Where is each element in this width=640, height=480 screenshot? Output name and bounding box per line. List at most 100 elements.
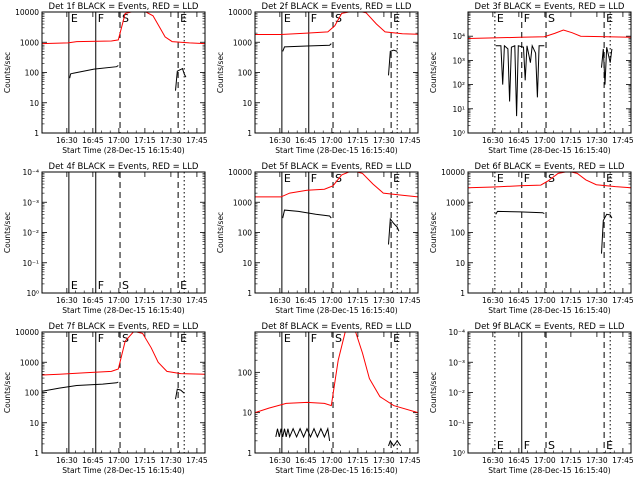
y-tick-label: 10 (242, 409, 252, 418)
events-series-line (282, 43, 332, 52)
y-tick-label: 100 (451, 229, 466, 238)
x-tick-label: 17:15 (134, 296, 156, 305)
event-marker-label: S (122, 279, 129, 292)
x-tick-label: 16:30 (482, 136, 504, 145)
plot-area (255, 172, 418, 245)
x-axis-label: Start Time (28-Dec-15 16:15:40) (275, 146, 397, 155)
event-marker-label: E (393, 332, 400, 345)
x-tick-label: 16:30 (269, 456, 291, 465)
event-marker-label: S (335, 332, 342, 345)
x-tick-label: 16:45 (508, 296, 530, 305)
event-marker-label: S (548, 12, 555, 25)
y-tick-label: 10⁻⁴ (448, 328, 465, 337)
x-axis-label: Start Time (28-Dec-15 16:15:40) (488, 466, 610, 475)
plot-frame (41, 171, 206, 294)
y-tick-label: 1 (34, 129, 39, 138)
event-marker-label: E (71, 279, 78, 292)
x-tick-label: 16:45 (82, 456, 104, 465)
y-tick-label: 1000 (20, 358, 39, 367)
panel-6: Det 6f BLACK = Events, RED = LLD 1 10 100 10… (429, 162, 634, 315)
y-tick-label: 100 (25, 389, 40, 398)
y-tick-label: 10⁻³ (448, 358, 465, 367)
plot-frame (467, 11, 632, 134)
event-marker-label: E (180, 332, 187, 345)
x-axis-label: Start Time (28-Dec-15 16:15:40) (62, 306, 184, 315)
y-tick-label: 10¹ (452, 105, 465, 114)
events-series-line (388, 49, 398, 76)
x-tick-label: 17:45 (399, 296, 421, 305)
events-series-line (175, 388, 185, 400)
event-marker-label: F (524, 172, 530, 185)
y-tick-label: 10³ (452, 56, 465, 65)
event-marker-label: S (548, 439, 555, 452)
y-tick-label: 10 (242, 259, 252, 268)
x-tick-label: 17:15 (560, 296, 582, 305)
y-tick-label: 100 (238, 69, 253, 78)
event-marker-label: F (311, 172, 317, 185)
panel-title: Det 2f BLACK = Events, RED = LLD (262, 2, 412, 12)
x-tick-label: 17:30 (586, 136, 608, 145)
x-tick-label: 16:45 (82, 296, 104, 305)
y-axis-label: Counts/sec (429, 372, 438, 413)
events-series-line (282, 209, 332, 219)
x-tick-label: 17:30 (586, 456, 608, 465)
y-tick-label: 1 (247, 449, 252, 458)
x-tick-label: 17:30 (373, 296, 395, 305)
panel-7: Det 7f BLACK = Events, RED = LLD 1 10 100 10… (3, 322, 208, 475)
x-axis-label: Start Time (28-Dec-15 16:15:40) (275, 466, 397, 475)
y-tick-label: 10⁻² (22, 229, 39, 238)
panel-1: Det 1f BLACK = Events, RED = LLD 1 10 100 10… (3, 2, 208, 155)
y-tick-label: 10⁻¹ (22, 259, 39, 268)
event-marker-label: E (284, 172, 291, 185)
x-tick-label: 17:30 (586, 296, 608, 305)
y-tick-label: 10 (455, 259, 465, 268)
plot-frame (467, 171, 632, 294)
y-tick-label: 10⁻² (448, 389, 465, 398)
event-marker-label: E (180, 12, 187, 25)
y-tick-label: 100 (238, 368, 253, 377)
panel-3: Det 3f BLACK = Events, RED = LLD 10⁰ 10¹ 10… (429, 2, 634, 155)
y-tick-label: 10⁻¹ (448, 419, 465, 428)
y-tick-label: 1 (247, 129, 252, 138)
y-tick-label: 10⁰ (452, 129, 465, 138)
x-tick-label: 17:15 (347, 296, 369, 305)
panel-title: Det 9f BLACK = Events, RED = LLD (475, 322, 625, 332)
panel-8: Det 8f BLACK = Events, RED = LLD 1 10 100 16… (238, 322, 421, 475)
y-tick-label: 100 (25, 69, 40, 78)
x-tick-label: 16:30 (56, 136, 78, 145)
y-tick-label: 1000 (233, 198, 252, 207)
event-marker-label: E (180, 279, 187, 292)
panel-5: Det 5f BLACK = Events, RED = LLD 1 10 100 10… (216, 162, 421, 315)
events-series-line (601, 213, 613, 254)
lld-series-line (42, 332, 205, 376)
event-marker-label: F (98, 279, 104, 292)
y-tick-label: 1 (34, 449, 39, 458)
events-series-line (69, 65, 119, 79)
x-axis-label: Start Time (28-Dec-15 16:15:40) (275, 306, 397, 315)
event-marker-label: S (122, 12, 129, 25)
x-tick-label: 17:15 (134, 136, 156, 145)
x-tick-label: 16:45 (295, 296, 317, 305)
event-marker-label: E (606, 172, 613, 185)
y-tick-label: 10⁴ (452, 32, 465, 41)
event-marker-label: F (98, 12, 104, 25)
x-tick-label: 17:45 (399, 136, 421, 145)
x-axis-label: Start Time (28-Dec-15 16:15:40) (488, 306, 610, 315)
y-axis-label: Counts/sec (3, 212, 12, 253)
panel-title: Det 6f BLACK = Events, RED = LLD (475, 162, 625, 172)
plot-frame (254, 171, 419, 294)
y-tick-label: 100 (238, 229, 253, 238)
y-axis-label: Counts/sec (3, 372, 12, 413)
y-axis-label: Counts/sec (216, 212, 225, 253)
y-axis-label: Counts/sec (429, 52, 438, 93)
x-tick-label: 17:45 (612, 296, 634, 305)
events-series-line (388, 217, 400, 245)
y-axis-label: Counts/sec (216, 52, 225, 93)
y-tick-label: 1 (247, 289, 252, 298)
panel-title: Det 4f BLACK = Events, RED = LLD (49, 162, 199, 172)
x-tick-label: 16:30 (56, 296, 78, 305)
lld-series-line (42, 12, 205, 45)
events-series-line (495, 43, 545, 117)
plot-frame (41, 331, 206, 454)
events-series-line (601, 47, 613, 85)
